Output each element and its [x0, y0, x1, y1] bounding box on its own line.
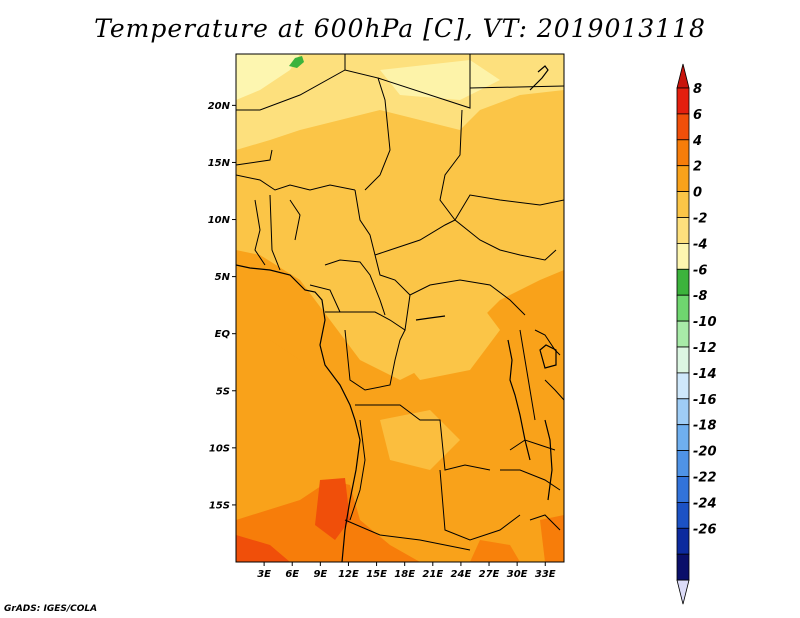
colorbar-label: -12	[693, 341, 717, 356]
colorbar-swatch	[676, 217, 690, 244]
colorbar-bottom-arrow	[676, 579, 690, 605]
latitude-axis: 20N 15N 10N 5N EQ 5S 10S 15S	[208, 101, 236, 511]
map-frame	[235, 53, 565, 563]
colorbar-label: -26	[693, 522, 717, 537]
lon-tick-label: 21E	[422, 569, 443, 580]
lon-tick-label: 30E	[507, 569, 528, 580]
colorbar-label: 2	[693, 160, 702, 175]
colorbar-label: 4	[692, 134, 702, 149]
lon-tick-label: 24E	[451, 569, 472, 580]
colorbar-swatch	[676, 501, 690, 529]
colorbar-swatch	[676, 346, 690, 374]
colorbar-swatch	[676, 424, 690, 452]
colorbar-label: -2	[693, 212, 707, 227]
colorbar-label: -6	[693, 263, 707, 278]
colorbar-swatch	[676, 113, 690, 141]
lat-tick-label: EQ	[215, 329, 231, 340]
colorbar-swatch	[676, 527, 690, 555]
colorbar-swatch	[676, 398, 690, 426]
lon-tick-label: 27E	[479, 569, 500, 580]
lon-tick-label: 18E	[394, 569, 415, 580]
lon-tick-label: 15E	[366, 569, 387, 580]
lat-tick-label: 15N	[208, 158, 231, 169]
lon-tick-label: 3E	[257, 569, 271, 580]
colorbar-swatch	[676, 165, 690, 192]
colorbar-label: -18	[693, 419, 717, 434]
colorbar-label: -4	[693, 237, 707, 252]
colorbar-legend: 8 6 4 2 0 -2 -4 -6 -8 -10 -12 -14 -16 -18 -20 -22 -24 -26	[676, 63, 717, 605]
colorbar-label: 6	[693, 108, 702, 123]
lat-tick-label: 5N	[215, 272, 231, 283]
lon-tick-label: 9E	[313, 569, 327, 580]
colorbar-label: -22	[693, 471, 717, 486]
longitude-axis: 3E 6E 9E 12E 15E 18E 21E 24E 27E 30E 33E	[257, 562, 556, 580]
colorbar-swatch	[676, 87, 690, 115]
lat-tick-label: 10N	[208, 215, 231, 226]
colorbar-label: -14	[693, 367, 717, 382]
colorbar-swatch	[676, 450, 690, 477]
colorbar-top-arrow	[676, 63, 690, 89]
lon-tick-label: 33E	[535, 569, 556, 580]
colorbar-swatch	[676, 139, 690, 167]
colorbar-label: -20	[693, 445, 717, 460]
colorbar-label: 8	[693, 82, 702, 97]
colorbar-label: -16	[693, 393, 717, 408]
lat-tick-label: 10S	[209, 443, 230, 454]
grads-credit: GrADS: IGES/COLA	[4, 604, 98, 614]
colorbar-swatch	[676, 294, 690, 322]
colorbar-swatch	[676, 372, 690, 400]
chart-title: Temperature at 600hPa [C], VT: 201901311…	[94, 14, 706, 43]
colorbar-swatch	[676, 268, 690, 296]
coastline	[236, 65, 557, 562]
lon-tick-label: 12E	[338, 569, 359, 580]
temperature-field	[236, 54, 564, 562]
colorbar-swatch	[676, 191, 690, 218]
colorbar-swatch	[676, 476, 690, 503]
colorbar-label: -24	[693, 496, 717, 511]
lon-tick-label: 6E	[285, 569, 299, 580]
colorbar-label: -8	[693, 289, 707, 304]
colorbar-label: 0	[693, 186, 702, 201]
lat-tick-label: 15S	[209, 500, 230, 511]
colorbar-label: -10	[693, 315, 717, 330]
country-borders	[236, 54, 564, 551]
colorbar-swatch	[676, 242, 690, 270]
lat-tick-label: 20N	[208, 101, 231, 112]
lat-tick-label: 5S	[216, 386, 230, 397]
colorbar-swatch	[676, 553, 690, 581]
colorbar-swatch	[676, 320, 690, 348]
